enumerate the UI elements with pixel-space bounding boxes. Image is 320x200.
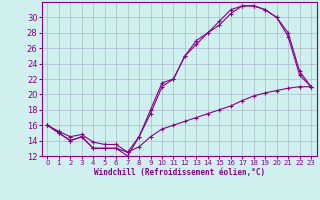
X-axis label: Windchill (Refroidissement éolien,°C): Windchill (Refroidissement éolien,°C) — [94, 168, 265, 177]
